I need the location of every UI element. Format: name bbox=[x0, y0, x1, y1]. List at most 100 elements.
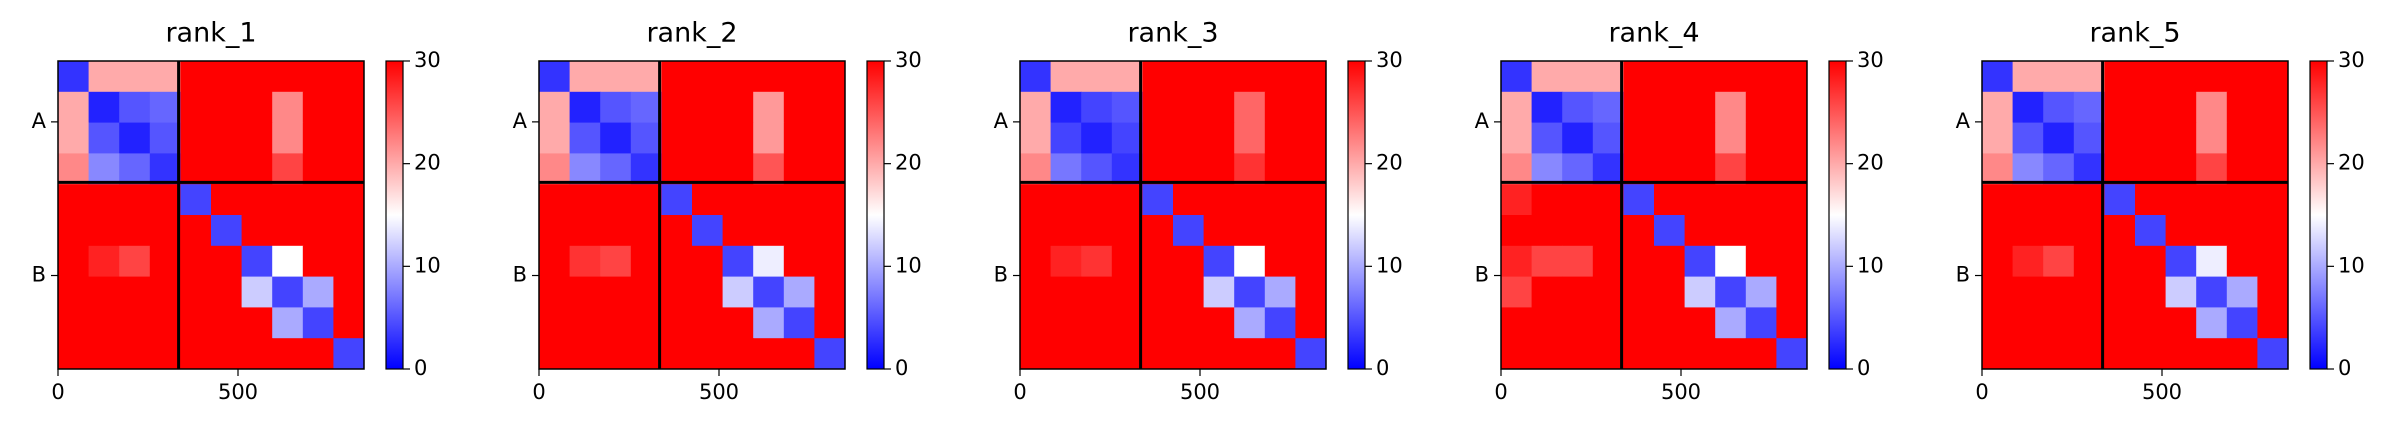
heatmap-cell bbox=[2073, 184, 2105, 216]
heatmap-cell bbox=[333, 184, 365, 216]
heatmap-cell bbox=[2226, 215, 2258, 247]
heatmap-cell bbox=[1684, 338, 1716, 370]
heatmap-cell bbox=[211, 122, 243, 154]
heatmap-cell bbox=[600, 91, 632, 124]
heatmap-cell bbox=[1173, 215, 1205, 247]
heatmap-cell bbox=[1173, 122, 1205, 154]
heatmap-cell bbox=[2135, 276, 2167, 308]
heatmap-cell bbox=[1203, 307, 1235, 339]
heatmap-cell bbox=[1684, 276, 1716, 308]
heatmap-cell bbox=[1982, 307, 2014, 339]
heatmap-cell bbox=[1234, 91, 1266, 124]
heatmap-cell bbox=[149, 153, 181, 185]
heatmap-cell bbox=[783, 215, 815, 247]
heatmap-cell bbox=[272, 276, 304, 308]
colorbar-tick-label: 10 bbox=[414, 253, 441, 277]
heatmap-cell bbox=[1111, 338, 1143, 370]
heatmap-cell bbox=[1982, 245, 2014, 278]
heatmap-cell bbox=[1111, 61, 1143, 93]
heatmap-cell bbox=[1020, 153, 1052, 185]
heatmap-cell bbox=[211, 245, 243, 278]
colorbar bbox=[1347, 60, 1366, 370]
heatmap-cell bbox=[1264, 245, 1296, 278]
heatmap-cell bbox=[692, 276, 724, 308]
heatmap-cell bbox=[2104, 153, 2136, 185]
heatmap-cell bbox=[692, 338, 724, 370]
heatmap-cell bbox=[2104, 91, 2136, 124]
heatmap-cell bbox=[1020, 91, 1052, 124]
heatmap-cell bbox=[722, 245, 754, 278]
heatmap-cell bbox=[2196, 61, 2228, 93]
heatmap-cell bbox=[2073, 61, 2105, 93]
heatmap-cell bbox=[211, 307, 243, 339]
heatmap-cell bbox=[180, 307, 212, 339]
heatmap-cell bbox=[2043, 276, 2075, 308]
heatmap-cell bbox=[1684, 153, 1716, 185]
heatmap-cell bbox=[600, 245, 632, 278]
heatmap-cell bbox=[2196, 245, 2228, 278]
heatmap-cell bbox=[600, 307, 632, 339]
heatmap-cell bbox=[1295, 215, 1327, 247]
heatmap-cell bbox=[2012, 61, 2044, 93]
heatmap-cell bbox=[753, 245, 785, 278]
heatmap-cell bbox=[119, 91, 151, 124]
heatmap-cell bbox=[2165, 338, 2197, 370]
heatmap-cell bbox=[692, 61, 724, 93]
heatmap-cell bbox=[333, 91, 365, 124]
heatmap-cell bbox=[722, 153, 754, 185]
heatmap-cell bbox=[600, 184, 632, 216]
heatmap-cell bbox=[58, 61, 90, 93]
heatmap-cell bbox=[1654, 276, 1686, 308]
heatmap-cell bbox=[1562, 307, 1594, 339]
heatmap-cell bbox=[302, 245, 334, 278]
heatmap-cell bbox=[1050, 153, 1082, 185]
heatmap-cell bbox=[1203, 276, 1235, 308]
heatmap-cell bbox=[1501, 338, 1533, 370]
heatmap-cell bbox=[1715, 276, 1747, 308]
heatmap-cell bbox=[753, 91, 785, 124]
heatmap-cell bbox=[1684, 245, 1716, 278]
heatmap-cell bbox=[333, 338, 365, 370]
heatmap-cell bbox=[1203, 61, 1235, 93]
heatmap-cell bbox=[1295, 307, 1327, 339]
heatmap-cell bbox=[2104, 307, 2136, 339]
heatmap-cell bbox=[2073, 245, 2105, 278]
y-tick-label: B bbox=[32, 263, 46, 287]
heatmap-cell bbox=[2165, 153, 2197, 185]
heatmap-cell bbox=[2165, 184, 2197, 216]
heatmap-cell bbox=[1020, 215, 1052, 247]
heatmap-cell bbox=[1592, 307, 1624, 339]
heatmap-cell bbox=[1111, 91, 1143, 124]
heatmap-cell bbox=[1203, 153, 1235, 185]
colorbar bbox=[385, 60, 404, 370]
heatmap-cell bbox=[630, 61, 662, 93]
heatmap-cell bbox=[1081, 91, 1113, 124]
heatmap-cell bbox=[1592, 338, 1624, 370]
heatmap-cell bbox=[88, 307, 120, 339]
heatmap-cell bbox=[1050, 307, 1082, 339]
heatmap-cell bbox=[119, 184, 151, 216]
heatmap-cell bbox=[2196, 276, 2228, 308]
colorbar-tick-label: 10 bbox=[2338, 253, 2365, 277]
heatmap-cell bbox=[2135, 122, 2167, 154]
heatmap-cell bbox=[753, 122, 785, 154]
heatmap-cell bbox=[569, 245, 601, 278]
heatmap-cell bbox=[1623, 91, 1655, 124]
heatmap-cell bbox=[2257, 215, 2289, 247]
heatmap-cell bbox=[333, 153, 365, 185]
heatmap-cell bbox=[1592, 276, 1624, 308]
heatmap-cell bbox=[569, 61, 601, 93]
heatmap-cell bbox=[1050, 276, 1082, 308]
heatmap-cell bbox=[1715, 122, 1747, 154]
heatmap-cell bbox=[1295, 276, 1327, 308]
x-tick-label: 0 bbox=[532, 380, 545, 404]
heatmap-cell bbox=[272, 184, 304, 216]
heatmap-cell bbox=[1531, 245, 1563, 278]
heatmap-cell bbox=[302, 307, 334, 339]
heatmap-cell bbox=[88, 61, 120, 93]
heatmap-cell bbox=[1264, 276, 1296, 308]
heatmap-cell bbox=[2226, 245, 2258, 278]
heatmap-cell bbox=[1264, 307, 1296, 339]
heatmap-cell bbox=[722, 307, 754, 339]
heatmap-cell bbox=[1623, 122, 1655, 154]
